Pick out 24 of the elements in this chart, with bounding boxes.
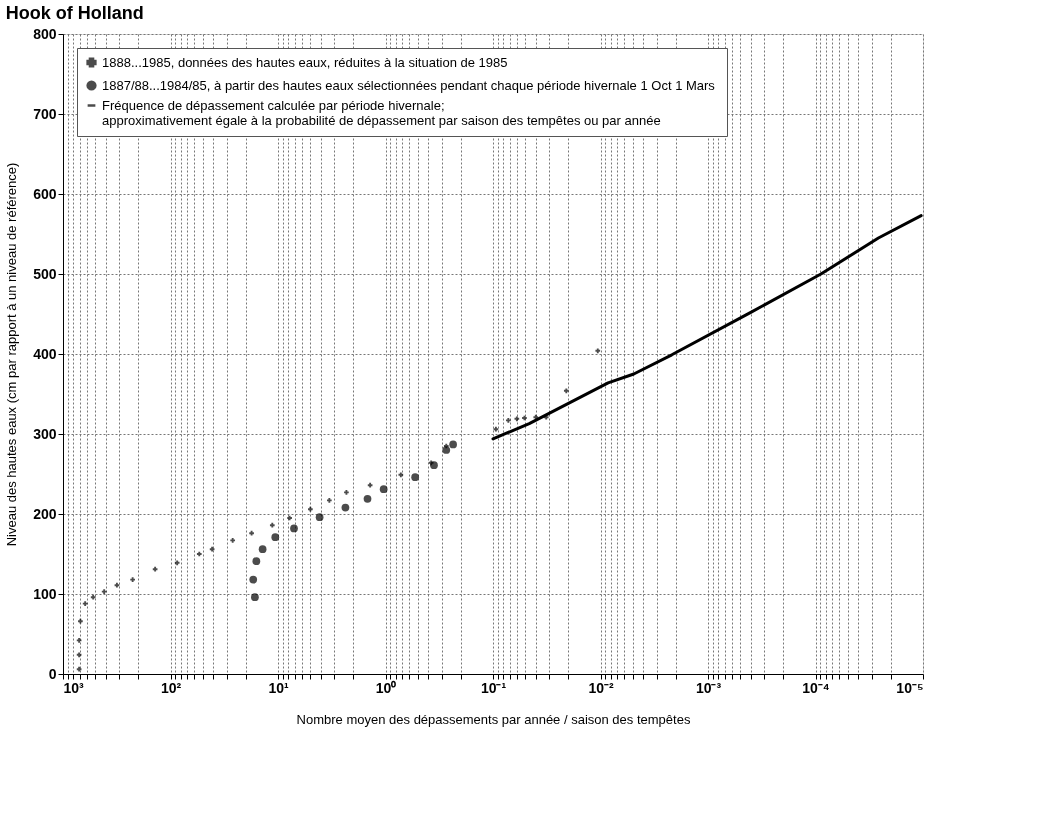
y-tick-label: 300 <box>33 425 57 442</box>
legend-label: 1888...1985, données des hautes eaux, réduites à la situation de 1985 <box>102 54 508 70</box>
y-tick-label: 0 <box>48 665 57 682</box>
y-tick-label: 200 <box>33 505 57 522</box>
y-axis-title: Niveau des hautes eaux (cm par rapport à un niveau de référence) <box>4 162 20 547</box>
chart-title: Hook of Holland <box>5 3 144 23</box>
y-tick-label: 600 <box>33 185 57 202</box>
y-tick-label: 500 <box>33 265 57 282</box>
x-tick-label: 10⁻³ <box>695 679 722 696</box>
x-tick-label: 10⁻² <box>588 679 614 696</box>
x-tick-label: 10⁻⁵ <box>896 679 924 696</box>
y-tick-label: 400 <box>33 345 57 362</box>
y-tick-label: 100 <box>33 585 57 602</box>
x-axis-title: Nombre moyen des dépassements par année / saison des tempêtes <box>296 711 691 727</box>
x-tick-label: 10³ <box>63 679 85 696</box>
y-tick-label: 800 <box>33 25 57 42</box>
x-tick-label: 10⁻¹ <box>480 679 507 696</box>
y-tick-label: 700 <box>33 105 57 122</box>
legend-label: 1887/88...1984/85, à partir des hautes eaux sélectionnées pendant chaque période hivernale 1 Oct 1 Mars <box>102 77 716 93</box>
x-tick-label: 10⁰ <box>375 679 397 696</box>
legend-label: Fréquence de dépassement calculée par période hivernale; approximativement égale à la probabilité de dépassement par saison des tempêtes ou par année <box>102 97 661 128</box>
x-tick-label: 10⁻⁴ <box>802 679 830 696</box>
x-tick-label: 10¹ <box>268 679 289 696</box>
x-tick-label: 10² <box>160 679 182 696</box>
